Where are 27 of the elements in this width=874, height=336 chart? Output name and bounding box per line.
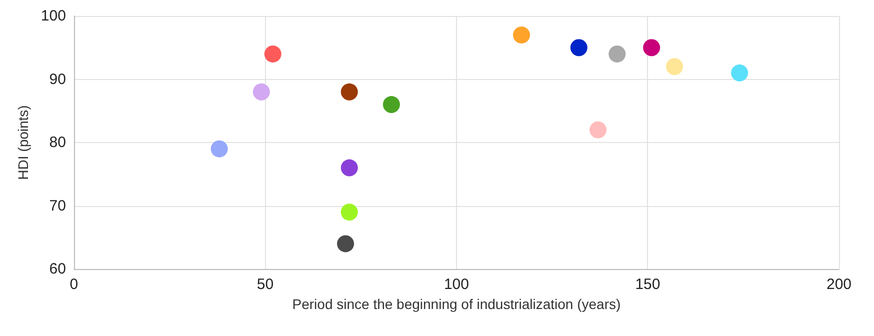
x-tick-label: 50 <box>256 276 274 293</box>
point <box>210 140 228 158</box>
x-axis-title: Period since the beginning of industrialization (years) <box>292 296 621 312</box>
point <box>608 45 626 62</box>
y-axis-title: HDI (points) <box>15 105 31 180</box>
point <box>731 64 748 82</box>
x-tick-label: 150 <box>635 276 660 293</box>
y-tick-label: 80 <box>49 134 66 151</box>
point <box>252 83 270 100</box>
point <box>570 39 588 56</box>
point <box>666 58 684 76</box>
point <box>337 235 354 252</box>
x-tick-label: 100 <box>444 276 469 293</box>
y-tick-label: 70 <box>49 197 66 214</box>
point <box>590 121 606 138</box>
point <box>643 39 660 56</box>
point <box>340 83 358 100</box>
y-tick-label: 100 <box>40 8 66 24</box>
point <box>513 26 530 44</box>
point <box>340 204 358 221</box>
point <box>340 159 358 176</box>
point <box>264 45 282 62</box>
x-tick-label: 0 <box>70 276 78 293</box>
y-tick-label: 90 <box>49 70 66 88</box>
point <box>382 96 400 114</box>
x-tick-label: 200 <box>826 276 852 293</box>
y-tick-label: 60 <box>49 260 66 278</box>
